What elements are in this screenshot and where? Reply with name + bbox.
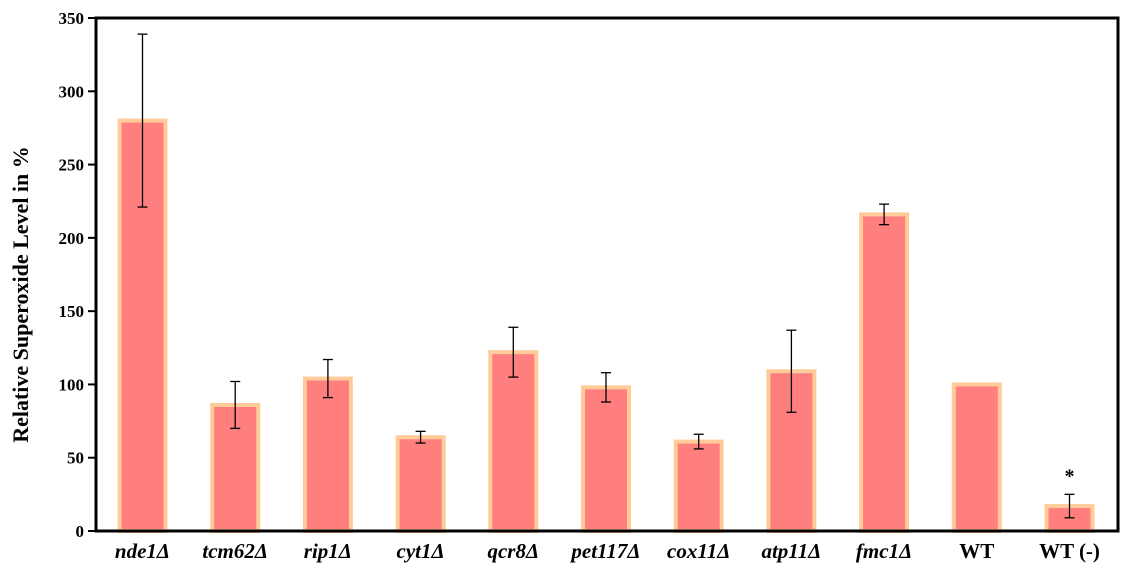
y-tick-label-0: 0	[76, 522, 85, 541]
bar-2	[305, 379, 351, 531]
bar-4	[490, 352, 536, 531]
y-tick-label-2: 100	[59, 375, 85, 394]
bar-8	[861, 214, 907, 531]
y-tick-label-7: 350	[59, 9, 85, 28]
x-tick-label-2: rip1Δ	[304, 539, 352, 563]
y-tick-label-1: 50	[67, 449, 84, 468]
x-tick-label-10: WT (-)	[1039, 539, 1100, 563]
x-tick-label-4: qcr8Δ	[487, 539, 539, 563]
y-tick-label-3: 150	[59, 302, 85, 321]
x-tick-label-6: cox11Δ	[667, 539, 730, 563]
bar-6	[676, 442, 722, 531]
bar-5	[583, 387, 629, 531]
x-tick-label-8: fmc1Δ	[856, 539, 912, 563]
x-tick-label-0: nde1Δ	[115, 539, 170, 563]
y-tick-label-4: 200	[59, 229, 85, 248]
x-tick-label-1: tcm62Δ	[202, 539, 268, 563]
x-tick-label-5: pet117Δ	[569, 539, 640, 563]
bars-layer	[120, 121, 1093, 531]
bar-3	[398, 437, 444, 531]
y-tick-label-5: 250	[59, 156, 85, 175]
y-tick-label-6: 300	[59, 82, 85, 101]
x-tick-label-3: cyt1Δ	[397, 539, 445, 563]
bar-9	[954, 384, 1000, 531]
y-axis-label: Relative Superoxide Level in %	[8, 146, 33, 443]
x-tick-label-9: WT	[959, 539, 994, 563]
x-tick-label-7: atp11Δ	[761, 539, 821, 563]
annotation-0: *	[1065, 465, 1075, 487]
